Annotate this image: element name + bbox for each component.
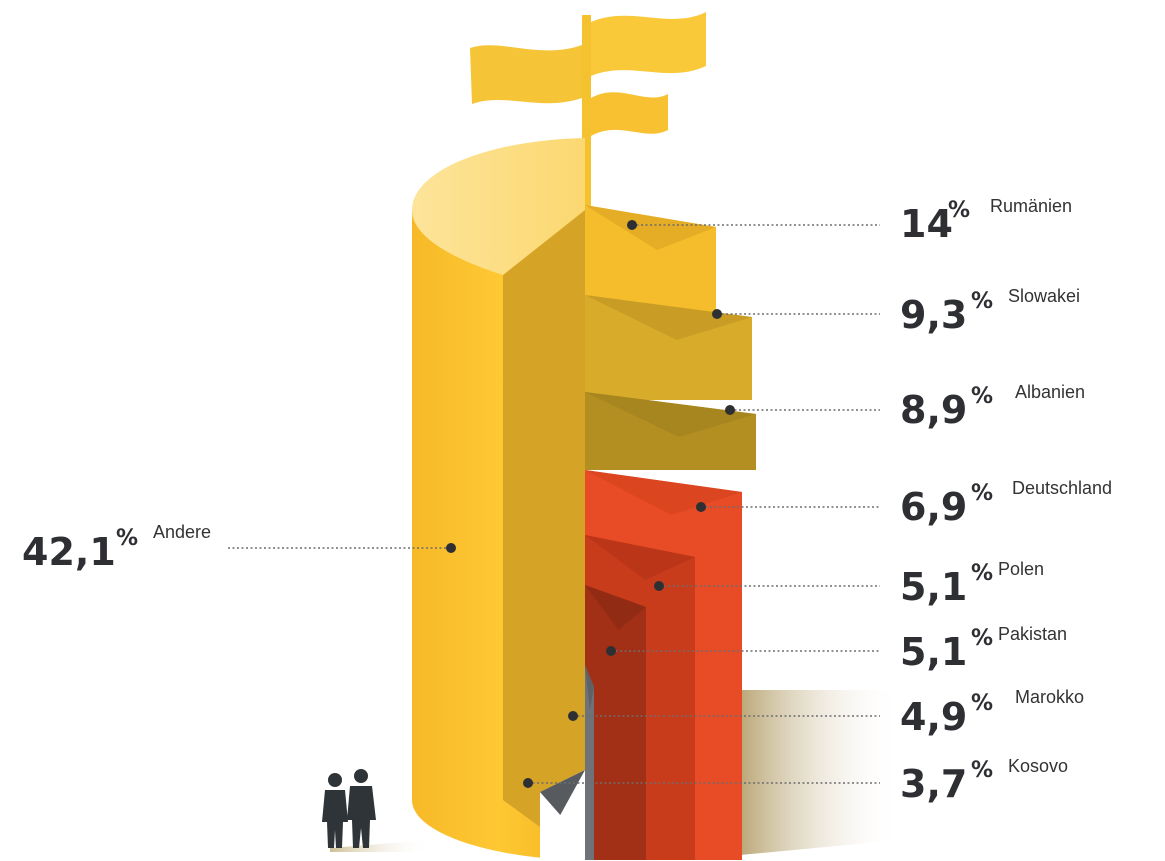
segment-facet-polen bbox=[585, 535, 695, 580]
ground-line bbox=[330, 840, 430, 852]
value-label-deutschland: 6,9 bbox=[900, 485, 967, 529]
category-label-marokko: Marokko bbox=[1015, 687, 1084, 707]
value-label-andere: 42,1 bbox=[22, 530, 116, 574]
marker-dot-pakistan bbox=[606, 646, 616, 656]
segment-facet-rumänien bbox=[585, 205, 716, 250]
percent-sign: % bbox=[116, 526, 138, 551]
percent-sign: % bbox=[971, 691, 993, 716]
percent-sign: % bbox=[971, 561, 993, 586]
category-label-kosovo: Kosovo bbox=[1008, 756, 1068, 776]
category-label-rumänien: Rumänien bbox=[990, 196, 1072, 216]
flag-small bbox=[591, 92, 668, 136]
percent-sign: % bbox=[971, 758, 993, 783]
segment-facet-albanien bbox=[585, 392, 756, 437]
category-label-slowakei: Slowakei bbox=[1008, 286, 1080, 306]
category-label-albanien: Albanien bbox=[1015, 382, 1085, 402]
flag-pole bbox=[582, 15, 591, 215]
marker-dot-slowakei bbox=[712, 309, 722, 319]
percent-sign: % bbox=[971, 481, 993, 506]
category-label-pakistan: Pakistan bbox=[998, 624, 1067, 644]
marker-dot-kosovo bbox=[523, 778, 533, 788]
cylinder-top bbox=[412, 138, 585, 275]
category-label-andere: Andere bbox=[153, 522, 211, 542]
marker-dot-polen bbox=[654, 581, 664, 591]
value-label-slowakei: 9,3 bbox=[900, 293, 967, 337]
value-label-albanien: 8,9 bbox=[900, 388, 967, 432]
marker-dot-rumänien bbox=[627, 220, 637, 230]
segment-facet-pakistan bbox=[585, 585, 646, 630]
flag-right bbox=[591, 12, 706, 76]
marker-dot-deutschland bbox=[696, 502, 706, 512]
value-label-marokko: 4,9 bbox=[900, 695, 967, 739]
segment-pakistan bbox=[585, 585, 646, 860]
flag-left bbox=[470, 45, 582, 104]
cylinder-cut-wall bbox=[503, 210, 585, 860]
percent-sign: % bbox=[971, 289, 993, 314]
segment-facet-kosovo bbox=[540, 770, 585, 815]
marker-dot-marokko bbox=[568, 711, 578, 721]
segment-marokko bbox=[585, 665, 594, 860]
segment-facet-marokko bbox=[585, 665, 594, 710]
value-label-rumänien: 14 bbox=[900, 202, 953, 246]
segment-facet-slowakei bbox=[585, 295, 752, 340]
marker-dot-andere bbox=[446, 543, 456, 553]
percent-sign: % bbox=[948, 198, 970, 223]
value-label-polen: 5,1 bbox=[900, 565, 967, 609]
value-label-kosovo: 3,7 bbox=[900, 762, 967, 806]
marker-dot-albanien bbox=[725, 405, 735, 415]
percent-sign: % bbox=[971, 384, 993, 409]
cylinder-shadow bbox=[740, 690, 900, 855]
percent-sign: % bbox=[971, 626, 993, 651]
value-label-pakistan: 5,1 bbox=[900, 630, 967, 674]
category-label-polen: Polen bbox=[998, 559, 1044, 579]
category-label-deutschland: Deutschland bbox=[1012, 478, 1112, 498]
people-silhouette bbox=[322, 769, 376, 848]
